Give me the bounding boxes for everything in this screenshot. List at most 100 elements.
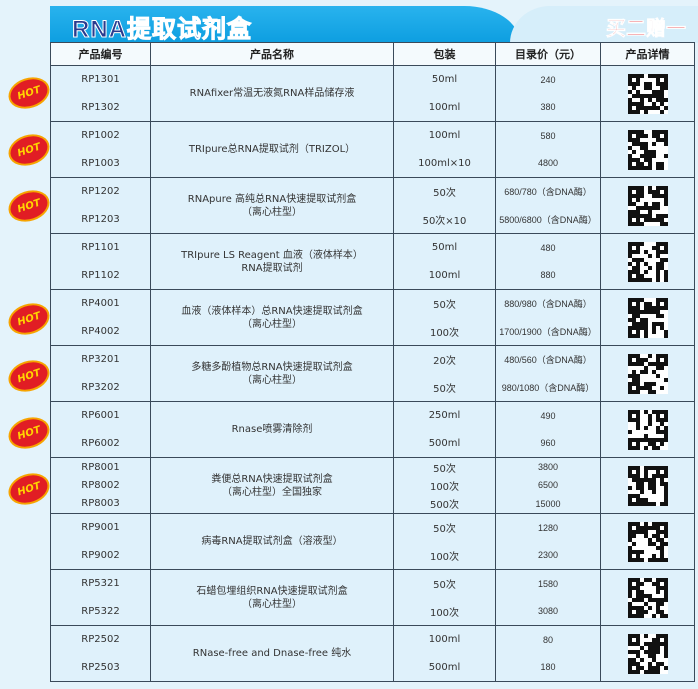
product-name: TRIpure总RNA提取试剂（TRIZOL） xyxy=(188,144,356,155)
header-pack: 包装 xyxy=(393,42,496,66)
price: 1280 xyxy=(537,522,559,533)
detail-cell[interactable] xyxy=(600,457,695,514)
product-name: RNase-free and Dnase-free 纯水 xyxy=(192,648,352,659)
table-row: RP5321 RP5322 石蜡包埋组织RNA快速提取试剂盒 （离心柱型） 50次 1… xyxy=(50,569,695,626)
price: 15000 xyxy=(535,498,561,509)
price: 3080 xyxy=(537,606,559,617)
pack-size: 500ml xyxy=(428,437,461,449)
detail-cell[interactable] xyxy=(600,121,695,178)
qr-code-icon[interactable] xyxy=(627,241,668,282)
product-code: RP6002 xyxy=(81,437,120,449)
qr-code-icon[interactable] xyxy=(627,73,668,114)
pack-size: 50次 xyxy=(433,463,456,475)
qr-code-icon[interactable] xyxy=(627,577,668,618)
qr-code-icon[interactable] xyxy=(627,521,668,562)
banner: RNA提取试剂盒 买二赠一 xyxy=(50,6,698,44)
hot-badge: HOT xyxy=(6,357,52,395)
price-cell: 3800 6500 15000 xyxy=(495,457,601,514)
product-name: TRIpure LS Reagent 血液（液体样本） xyxy=(181,249,363,261)
pack-size: 100次 xyxy=(429,551,460,563)
qr-code-icon[interactable] xyxy=(627,409,668,450)
product-table: 产品编号 产品名称 包装 目录价（元） 产品详情 RP1301 RP1302 RN… xyxy=(50,42,695,682)
detail-cell[interactable] xyxy=(600,513,695,570)
pack-cell: 50次 100次 xyxy=(393,569,496,626)
detail-cell[interactable] xyxy=(600,177,695,234)
product-code: RP5322 xyxy=(81,605,120,617)
product-code: RP1102 xyxy=(81,269,120,281)
price: 680/780（含DNA酶） xyxy=(504,187,592,198)
qr-code-icon[interactable] xyxy=(627,297,668,338)
product-name: 病毒RNA提取试剂盒（溶液型） xyxy=(201,536,343,547)
code-cell: RP2502 RP2503 xyxy=(50,625,151,682)
price: 1580 xyxy=(537,578,559,589)
table-row: RP1101 RP1102 TRIpure LS Reagent 血液（液体样本）… xyxy=(50,233,695,290)
price: 960 xyxy=(540,438,556,449)
pack-size: 50次 xyxy=(433,300,456,312)
table-header-row: 产品编号 产品名称 包装 目录价（元） 产品详情 xyxy=(50,42,695,66)
product-name: （离心柱型） xyxy=(242,374,302,386)
product-name: （离心柱型） xyxy=(242,318,302,330)
code-cell: RP1101 RP1102 xyxy=(50,233,151,290)
name-cell: RNase-free and Dnase-free 纯水 xyxy=(150,625,394,682)
price-cell: 480 880 xyxy=(495,233,601,290)
price: 5800/6800（含DNA酶） xyxy=(499,214,597,225)
table-row: RP3201 RP3202 多糖多酚植物总RNA快速提取试剂盒 （离心柱型） 20次… xyxy=(50,345,695,402)
pack-cell: 100ml 100ml×10 xyxy=(393,121,496,178)
price: 180 xyxy=(540,662,556,673)
pack-cell: 50ml 100ml xyxy=(393,233,496,290)
name-cell: RNAfixer常温无液氮RNA样品储存液 xyxy=(150,65,394,122)
product-code: RP9001 xyxy=(81,522,120,534)
hot-badge: HOT xyxy=(6,131,52,168)
product-code: RP1203 xyxy=(81,213,120,225)
price-cell: 1580 3080 xyxy=(495,569,601,626)
detail-cell[interactable] xyxy=(600,289,695,346)
qr-code-icon[interactable] xyxy=(627,633,668,674)
code-cell: RP1202 RP1203 xyxy=(50,177,151,234)
header-detail: 产品详情 xyxy=(600,42,695,66)
product-code: RP4002 xyxy=(81,325,120,337)
code-cell: RP8001 RP8002 RP8003 xyxy=(50,457,151,514)
pack-cell: 20次 50次 xyxy=(393,345,496,402)
product-code: RP6001 xyxy=(81,410,120,422)
banner-curve xyxy=(510,6,698,43)
qr-code-icon[interactable] xyxy=(627,129,668,170)
price: 3800 xyxy=(537,462,559,473)
price: 980/1080（含DNA酶） xyxy=(501,382,595,393)
detail-cell[interactable] xyxy=(600,233,695,290)
pack-cell: 50次 100次 xyxy=(393,513,496,570)
pack-size: 50ml xyxy=(431,242,458,254)
pack-size: 100ml xyxy=(428,130,461,142)
table-row: RP2502 RP2503 RNase-free and Dnase-free 纯… xyxy=(50,625,695,682)
pack-size: 50次 xyxy=(433,524,456,536)
product-code: RP9002 xyxy=(81,549,120,561)
table-row: RP8001 RP8002 RP8003 粪便总RNA快速提取试剂盒 （离心柱型）全国… xyxy=(50,457,695,514)
price-cell: 880/980（含DNA酶） 1700/1900（含DNA酶） xyxy=(495,289,601,346)
product-code: RP8001 xyxy=(81,461,120,473)
pack-cell: 50次 100次 500次 xyxy=(393,457,496,514)
pack-size: 100ml×10 xyxy=(418,157,471,169)
pack-size: 50次 xyxy=(433,188,456,200)
detail-cell[interactable] xyxy=(600,65,695,122)
product-name: 血液（液体样本）总RNA快速提取试剂盒 xyxy=(181,305,363,317)
qr-code-icon[interactable] xyxy=(627,465,668,506)
detail-cell[interactable] xyxy=(600,345,695,402)
product-name: RNApure 高纯总RNA快速提取试剂盒 xyxy=(187,193,357,205)
pack-cell: 50ml 100ml xyxy=(393,65,496,122)
product-code: RP3202 xyxy=(81,381,120,393)
hot-badge: HOT xyxy=(6,74,52,112)
price-cell: 480/560（含DNA酶） 980/1080（含DNA酶） xyxy=(495,345,601,402)
hot-badge: HOT xyxy=(6,187,52,225)
price: 2300 xyxy=(537,550,559,561)
detail-cell[interactable] xyxy=(600,401,695,458)
product-name: RNA提取试剂 xyxy=(241,262,303,274)
detail-cell[interactable] xyxy=(600,569,695,626)
name-cell: TRIpure LS Reagent 血液（液体样本） RNA提取试剂 xyxy=(150,233,394,290)
qr-code-icon[interactable] xyxy=(627,185,668,226)
header-code: 产品编号 xyxy=(50,42,151,66)
pack-size: 100ml xyxy=(428,101,461,113)
banner-blue-band xyxy=(50,6,520,43)
detail-cell[interactable] xyxy=(600,625,695,682)
qr-code-icon[interactable] xyxy=(627,353,668,394)
pack-size: 50次 xyxy=(433,383,456,395)
price: 80 xyxy=(542,634,553,645)
